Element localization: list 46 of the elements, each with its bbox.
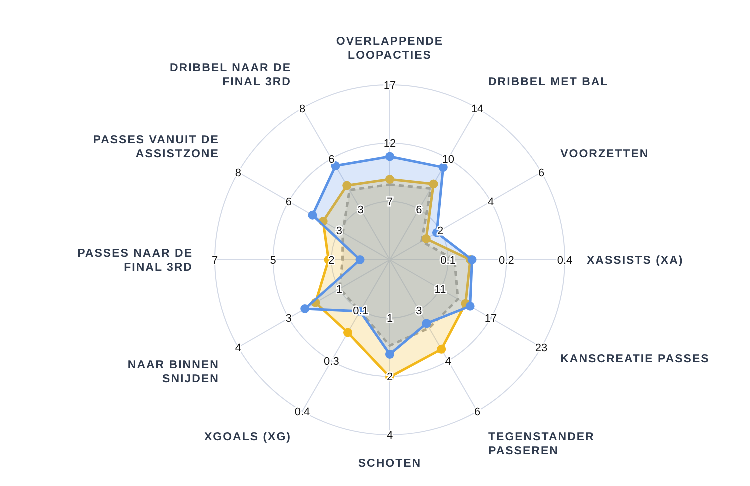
spoke-label: XGOALS (XG) xyxy=(204,432,292,444)
text: 3 xyxy=(336,226,343,238)
text: 10 xyxy=(442,154,454,166)
text: 5 xyxy=(270,254,276,267)
text: 17 xyxy=(484,313,498,326)
text: 23 xyxy=(535,342,548,354)
text: 1 xyxy=(386,313,394,326)
text: 2 xyxy=(386,372,394,384)
text: 6 xyxy=(538,167,545,180)
text: 0.3 xyxy=(324,356,340,368)
spoke-label: XASSISTS (XA) xyxy=(587,255,684,267)
spoke-label: TEGENSTANDER PASSEREN xyxy=(488,432,595,458)
text: 3 xyxy=(416,305,422,318)
text: 3 xyxy=(286,313,292,326)
text: 1 xyxy=(336,284,343,296)
spoke-label: KANSCREATIE PASSES xyxy=(560,354,710,366)
spoke-label: PASSES VANUIT DE ASSISTZONE xyxy=(93,134,220,160)
spoke-label: VOORZETTEN xyxy=(560,148,650,160)
text: 6 xyxy=(416,204,422,216)
text: 0.4 xyxy=(294,406,310,418)
spoke-label: SCHOTEN xyxy=(358,458,422,470)
spoke-label: OVERLAPPENDE LOOPACTIES xyxy=(336,36,444,62)
text: 6 xyxy=(474,406,481,418)
text: 14 xyxy=(471,103,484,116)
text: 3 xyxy=(358,204,364,216)
text: 7 xyxy=(212,254,218,267)
spoke-label: DRIBBEL NAAR DE FINAL 3RD xyxy=(170,62,292,88)
spoke-label: DRIBBEL MET BAL xyxy=(488,76,609,88)
text: 8 xyxy=(299,103,306,116)
text: 17 xyxy=(384,80,396,92)
text: 12 xyxy=(384,138,396,150)
text: 4 xyxy=(445,356,452,368)
text: 7 xyxy=(386,196,394,209)
text: 4 xyxy=(386,430,394,442)
text: 4 xyxy=(488,196,494,209)
text: 0.4 xyxy=(557,254,573,267)
text: 0.2 xyxy=(499,254,514,267)
text: 8 xyxy=(235,167,242,180)
text: 0.1 xyxy=(353,305,368,318)
text: 6 xyxy=(286,196,292,209)
text: 0.1 xyxy=(440,254,456,267)
text: 4 xyxy=(235,342,242,354)
spoke-label: NAAR BINNEN SNIJDEN xyxy=(128,360,220,386)
spoke-label: PASSES NAAR DE FINAL 3RD xyxy=(78,248,193,274)
text: 11 xyxy=(434,284,446,296)
text: 6 xyxy=(328,154,335,166)
